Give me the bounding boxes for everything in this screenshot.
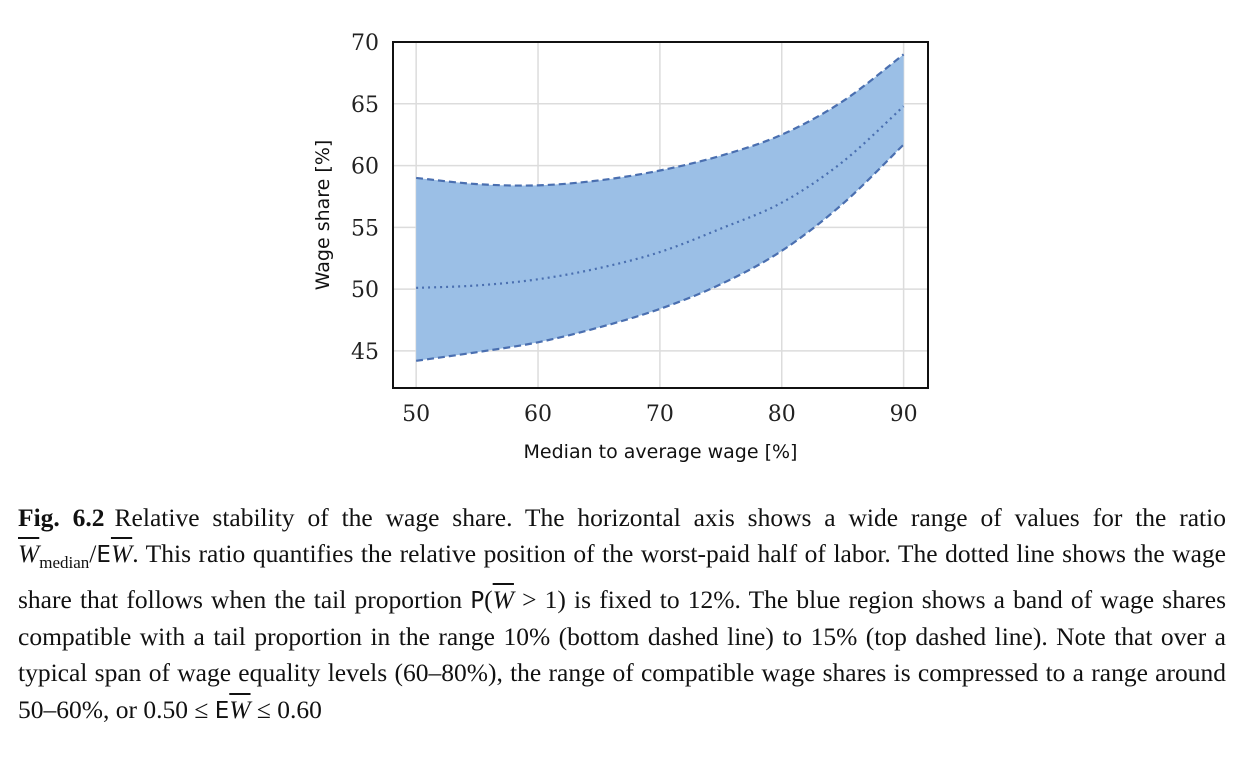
y-axis-label: Wage share [%] (312, 140, 334, 291)
y-tick-label-4: 65 (351, 93, 379, 118)
plot-frame (392, 41, 929, 389)
figure-label: Fig. 6.2 (18, 503, 105, 532)
expectation-e: E (96, 542, 111, 569)
probability-p: P (470, 587, 485, 614)
x-tick-labels: 50 60 70 80 90 (402, 402, 917, 427)
gt-one: > 1) (513, 584, 566, 614)
w-bar-tail: W (492, 584, 514, 614)
middle-dotted-line (416, 105, 905, 290)
w-bar-mean-2: W (229, 694, 251, 724)
x-tick-label-4: 90 (890, 402, 918, 427)
caption-text-3: is fixed to 12%. The blue region shows a… (18, 584, 1226, 724)
paren-open: ( (484, 584, 493, 614)
y-tick-label-2: 55 (351, 216, 379, 241)
y-tick-label-5: 70 (351, 31, 379, 56)
compatible-wage-share-band (416, 54, 904, 361)
x-tick-label-3: 80 (768, 402, 796, 427)
y-tick-label-3: 60 (351, 155, 379, 180)
x-tick-label-1: 60 (524, 402, 552, 427)
bottom-dashed-line (416, 143, 905, 362)
x-tick-label-0: 50 (402, 402, 430, 427)
y-tick-label-1: 50 (351, 278, 379, 303)
caption-text-4: ≤ 0.60 (250, 694, 322, 724)
y-tick-labels: 45 50 55 60 65 70 (351, 31, 379, 365)
caption-text-1: Relative stability of the wage share. Th… (114, 503, 1226, 532)
wage-share-chart: 50 60 70 80 90 45 50 55 60 65 70 Median to averag… (312, 31, 929, 463)
figure-caption: Fig. 6.2 Relative stability of the wage s… (18, 500, 1226, 729)
caption-text-2: . This ratio quantifies the relative pos… (18, 539, 1226, 614)
y-tick-label-0: 45 (351, 340, 379, 365)
top-dashed-line (416, 53, 905, 187)
w-bar-median: W (18, 539, 40, 569)
x-tick-label-2: 70 (646, 402, 674, 427)
x-axis-label: Median to average wage [%] (524, 441, 798, 463)
expectation-e-2: E (214, 697, 230, 724)
median-subscript: median (39, 553, 90, 573)
slash: / (89, 539, 97, 569)
w-bar-mean: W (110, 539, 133, 569)
